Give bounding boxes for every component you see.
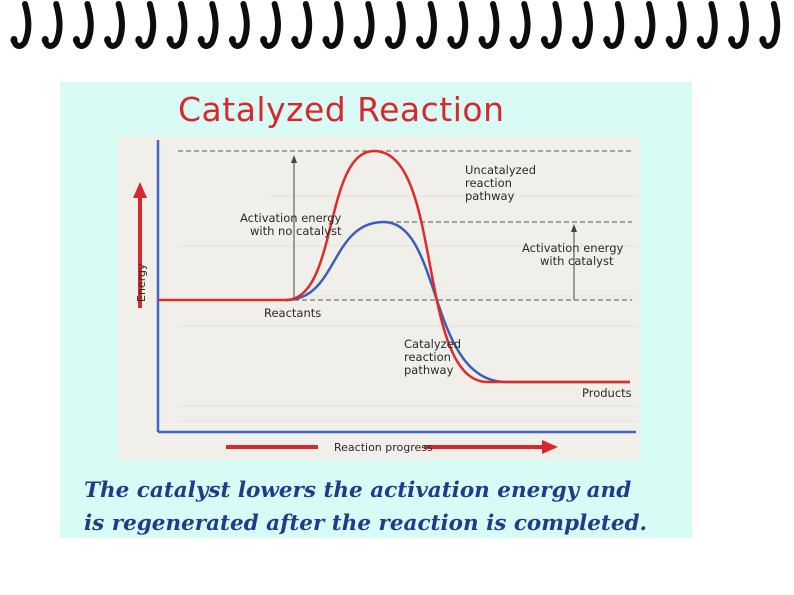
binding-hole bbox=[41, 36, 49, 44]
slide-caption: The catalyst lowers the activation energ… bbox=[84, 474, 684, 540]
binding-ring bbox=[603, 1, 625, 49]
binding-hole bbox=[10, 36, 18, 44]
binding-ring bbox=[198, 1, 219, 49]
label-activation-no-catalyst-line2: with no catalyst bbox=[250, 224, 342, 238]
activation-catalyst-arrowhead bbox=[571, 224, 577, 232]
binding-ring bbox=[728, 1, 749, 49]
binding-hole bbox=[478, 36, 486, 44]
slide-panel: Catalyzed Reaction Energy Reaction progr… bbox=[60, 82, 692, 538]
binding-hole bbox=[634, 36, 642, 44]
binding-ring bbox=[11, 1, 32, 49]
energy-arrow-head bbox=[133, 182, 147, 198]
label-catalyzed-line3: pathway bbox=[404, 363, 454, 377]
binding-ring bbox=[229, 1, 250, 49]
binding-hole bbox=[197, 36, 205, 44]
activation-no-catalyst-arrowhead bbox=[291, 155, 297, 163]
binding-ring bbox=[385, 1, 406, 49]
label-uncatalyzed-line1: Uncatalyzed bbox=[465, 163, 536, 177]
binding-hole bbox=[135, 36, 143, 44]
binding-hole bbox=[759, 36, 767, 44]
progress-arrow-head bbox=[542, 440, 558, 454]
binding-ring bbox=[479, 1, 500, 49]
label-activation-catalyst-line1: Activation energy bbox=[522, 241, 623, 255]
binding-hole bbox=[447, 36, 455, 44]
binding-ring bbox=[135, 1, 157, 49]
label-uncatalyzed-line2: reaction bbox=[465, 176, 512, 190]
caption-line-1: The catalyst lowers the activation energ… bbox=[84, 478, 632, 503]
binding-ring bbox=[73, 1, 94, 49]
binding-hole bbox=[260, 36, 268, 44]
binding-hole bbox=[509, 36, 517, 44]
label-activation-no-catalyst-line1: Activation energy bbox=[240, 211, 341, 225]
binding-ring bbox=[541, 1, 562, 49]
binding-ring bbox=[447, 1, 469, 49]
binding-hole bbox=[416, 36, 424, 44]
energy-axis-label: Energy bbox=[135, 263, 148, 302]
label-uncatalyzed-line3: pathway bbox=[465, 189, 515, 203]
label-products: Products bbox=[582, 386, 632, 400]
label-catalyzed-line2: reaction bbox=[404, 350, 451, 364]
binding-ring bbox=[260, 1, 281, 49]
progress-axis-label: Reaction progress bbox=[334, 441, 433, 454]
binding-ring bbox=[167, 1, 188, 49]
binding-ring bbox=[323, 1, 344, 49]
binding-ring bbox=[759, 1, 781, 49]
caption-line-2: is regenerated after the reaction is com… bbox=[84, 511, 648, 536]
binding-ring bbox=[104, 1, 125, 49]
energy-diagram: Energy Reaction progress Uncatalyzed rea… bbox=[118, 136, 640, 460]
binding-ring bbox=[666, 1, 687, 49]
binding-hole bbox=[384, 36, 392, 44]
binding-hole bbox=[228, 36, 236, 44]
binding-hole bbox=[696, 36, 704, 44]
binding-hole bbox=[572, 36, 580, 44]
spiral-binding bbox=[10, 1, 781, 49]
paper-texture bbox=[178, 195, 638, 422]
binding-ring bbox=[42, 1, 63, 49]
binding-hole bbox=[603, 36, 611, 44]
diagram-paper bbox=[118, 136, 640, 460]
binding-ring bbox=[635, 1, 656, 49]
binding-ring bbox=[416, 1, 437, 49]
label-catalyzed-line1: Catalyzed bbox=[404, 337, 461, 351]
uncatalyzed-pathway-curve bbox=[285, 149, 630, 384]
label-reactants: Reactants bbox=[264, 306, 321, 320]
binding-hole bbox=[291, 36, 299, 44]
catalyzed-pathway-curve bbox=[285, 220, 630, 384]
slide-title: Catalyzed Reaction bbox=[178, 90, 505, 129]
binding-ring bbox=[354, 1, 375, 49]
binding-hole bbox=[322, 36, 330, 44]
binding-ring bbox=[510, 1, 531, 49]
binding-hole bbox=[353, 36, 361, 44]
binding-hole bbox=[540, 36, 548, 44]
binding-ring bbox=[697, 1, 718, 49]
binding-ring bbox=[572, 1, 593, 49]
binding-hole bbox=[728, 36, 736, 44]
binding-hole bbox=[104, 36, 112, 44]
binding-hole bbox=[72, 36, 80, 44]
binding-hole bbox=[665, 36, 673, 44]
binding-ring bbox=[291, 1, 313, 49]
binding-hole bbox=[166, 36, 174, 44]
label-activation-catalyst-line2: with catalyst bbox=[540, 254, 614, 268]
